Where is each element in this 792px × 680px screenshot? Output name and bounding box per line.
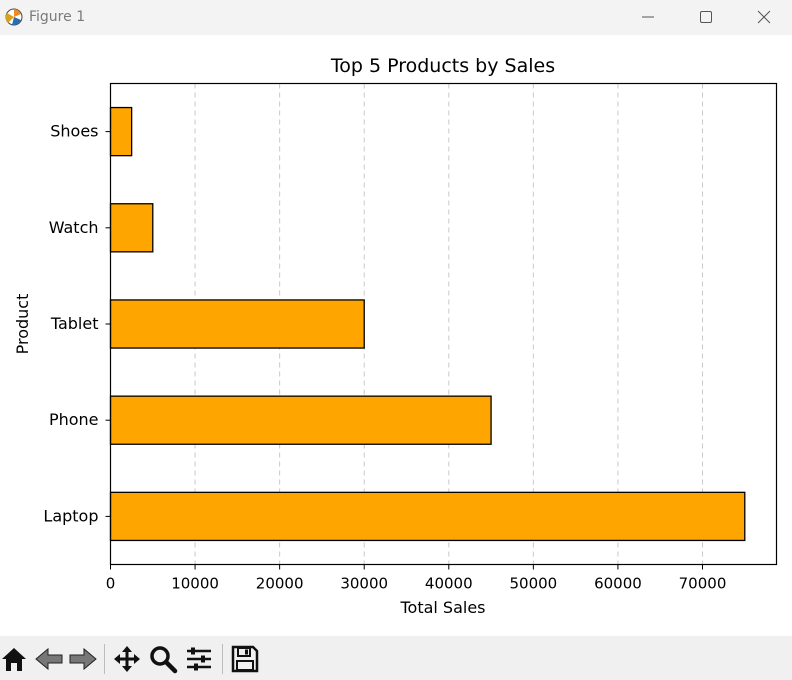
x-axis-label: Total Sales	[399, 598, 485, 617]
home-button[interactable]	[0, 644, 30, 674]
pan-button[interactable]	[112, 644, 142, 674]
forward-icon	[68, 644, 98, 674]
forward-button[interactable]	[68, 644, 98, 674]
x-tick-label: 40000	[425, 575, 473, 593]
x-tick-label: 30000	[340, 575, 388, 593]
navigation-toolbar	[0, 636, 792, 680]
x-tick-label: 70000	[679, 575, 727, 593]
bars	[111, 108, 745, 541]
configure-subplots-button[interactable]	[184, 644, 214, 674]
bar	[111, 204, 153, 252]
bar	[111, 492, 745, 540]
y-tick-label: Watch	[49, 218, 99, 237]
maximize-button[interactable]	[684, 0, 730, 35]
chart-title: Top 5 Products by Sales	[330, 55, 555, 77]
zoom-icon	[148, 644, 178, 674]
save-button[interactable]	[230, 644, 260, 674]
window-title: Figure 1	[29, 9, 85, 25]
matplotlib-app-icon	[5, 8, 23, 26]
figure-canvas[interactable]: Top 5 Products by Sales 0 10000 20000 30000…	[0, 35, 792, 636]
x-axis-ticks: 0 10000 20000 30000 40000 50000 60000 70000	[106, 565, 727, 593]
x-tick-label: 10000	[171, 575, 219, 593]
configure-subplots-icon	[184, 644, 214, 674]
home-icon	[0, 644, 30, 674]
y-tick-label: Phone	[49, 410, 99, 429]
x-tick-label: 20000	[256, 575, 304, 593]
minimize-icon	[641, 10, 657, 26]
y-tick-label: Shoes	[50, 122, 98, 141]
zoom-button[interactable]	[148, 644, 178, 674]
toolbar-separator	[104, 644, 105, 674]
close-button[interactable]	[742, 0, 788, 35]
x-tick-label: 50000	[509, 575, 557, 593]
pan-icon	[112, 644, 142, 674]
y-axis-label: Product	[13, 294, 32, 355]
bar-chart: Top 5 Products by Sales 0 10000 20000 30000…	[0, 35, 792, 636]
bar	[111, 300, 365, 348]
y-axis-ticks: Laptop Phone Tablet Watch Shoes	[43, 122, 110, 526]
maximize-icon	[699, 10, 715, 26]
y-tick-label: Tablet	[50, 314, 99, 333]
minimize-button[interactable]	[626, 0, 672, 35]
y-tick-label: Laptop	[43, 506, 98, 525]
back-icon	[34, 644, 64, 674]
bar	[111, 396, 492, 444]
bar	[111, 108, 132, 156]
save-icon	[230, 644, 260, 674]
x-tick-label: 0	[106, 575, 116, 593]
x-tick-label: 60000	[594, 575, 642, 593]
back-button[interactable]	[34, 644, 64, 674]
toolbar-separator	[222, 644, 223, 674]
window-titlebar: Figure 1	[0, 0, 792, 35]
close-icon	[757, 10, 773, 26]
